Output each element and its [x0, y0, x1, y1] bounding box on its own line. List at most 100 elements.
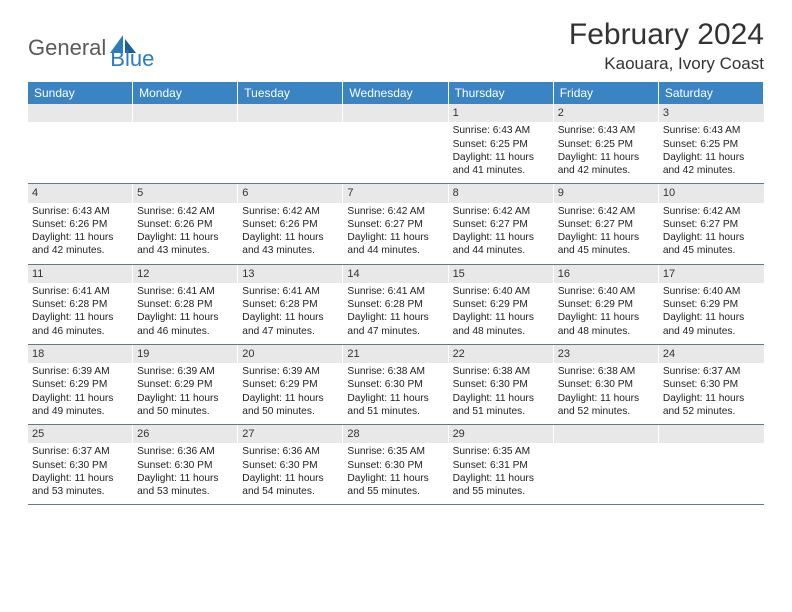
daylight-line: Daylight: 11 hours and 44 minutes.	[347, 231, 444, 258]
weekday-header: Friday	[554, 82, 659, 104]
sunrise-line: Sunrise: 6:43 AM	[558, 124, 655, 137]
sunset-line: Sunset: 6:30 PM	[137, 459, 234, 472]
calendar-day-cell: 21Sunrise: 6:38 AMSunset: 6:30 PMDayligh…	[343, 345, 448, 425]
sunrise-line: Sunrise: 6:40 AM	[558, 285, 655, 298]
day-number: 22	[449, 345, 554, 363]
sunset-line: Sunset: 6:29 PM	[32, 378, 129, 391]
sunrise-line: Sunrise: 6:39 AM	[242, 365, 339, 378]
daylight-line: Daylight: 11 hours and 51 minutes.	[347, 392, 444, 419]
calendar-day-cell: 9Sunrise: 6:42 AMSunset: 6:27 PMDaylight…	[554, 184, 659, 264]
calendar-day-cell: 5Sunrise: 6:42 AMSunset: 6:26 PMDaylight…	[133, 184, 238, 264]
day-number: 10	[659, 184, 764, 202]
day-number: 14	[343, 265, 448, 283]
sunset-line: Sunset: 6:28 PM	[32, 298, 129, 311]
day-number: 29	[449, 425, 554, 443]
sunrise-line: Sunrise: 6:43 AM	[32, 205, 129, 218]
calendar-day-cell: 29 Sunrise: 6:35 AMSunset: 6:31 PMDayligh…	[449, 425, 554, 505]
sunrise-line: Sunrise: 6:38 AM	[558, 365, 655, 378]
sunset-line: Sunset: 6:27 PM	[663, 218, 760, 231]
day-number-empty	[343, 104, 448, 122]
calendar-day-cell: 11Sunrise: 6:41 AMSunset: 6:28 PMDayligh…	[28, 265, 133, 345]
sunset-line: Sunset: 6:30 PM	[347, 378, 444, 391]
weekday-header: Saturday	[659, 82, 764, 104]
sunrise-line: Sunrise: 6:37 AM	[663, 365, 760, 378]
sunrise-line: Sunrise: 6:36 AM	[242, 445, 339, 458]
daylight-line: Daylight: 11 hours and 54 minutes.	[242, 472, 339, 499]
brand-part1: General	[28, 35, 106, 61]
calendar-day-cell: 1Sunrise: 6:43 AMSunset: 6:25 PMDaylight…	[449, 104, 554, 184]
calendar-day-cell: 25Sunrise: 6:37 AMSunset: 6:30 PMDayligh…	[28, 425, 133, 505]
daylight-line: Daylight: 11 hours and 55 minutes.	[453, 472, 550, 499]
sunset-line: Sunset: 6:30 PM	[663, 378, 760, 391]
sunrise-line: Sunrise: 6:41 AM	[32, 285, 129, 298]
calendar-empty-cell	[238, 104, 343, 184]
sunrise-line: Sunrise: 6:40 AM	[453, 285, 550, 298]
sunset-line: Sunset: 6:28 PM	[242, 298, 339, 311]
calendar-day-cell: 19Sunrise: 6:39 AMSunset: 6:29 PMDayligh…	[133, 345, 238, 425]
daylight-line: Daylight: 11 hours and 41 minutes.	[453, 151, 550, 178]
sunset-line: Sunset: 6:27 PM	[558, 218, 655, 231]
sunrise-line: Sunrise: 6:42 AM	[453, 205, 550, 218]
daylight-line: Daylight: 11 hours and 50 minutes.	[137, 392, 234, 419]
sunrise-line: Sunrise: 6:36 AM	[137, 445, 234, 458]
day-number: 9	[554, 184, 659, 202]
daylight-line: Daylight: 11 hours and 47 minutes.	[242, 311, 339, 338]
sunrise-line: Sunrise: 6:42 AM	[242, 205, 339, 218]
sunrise-line: Sunrise: 6:35 AM	[453, 445, 550, 458]
daylight-line: Daylight: 11 hours and 48 minutes.	[558, 311, 655, 338]
sunrise-line: Sunrise: 6:38 AM	[453, 365, 550, 378]
sunset-line: Sunset: 6:29 PM	[242, 378, 339, 391]
daylight-line: Daylight: 11 hours and 42 minutes.	[558, 151, 655, 178]
daylight-line: Daylight: 11 hours and 48 minutes.	[453, 311, 550, 338]
day-number: 21	[343, 345, 448, 363]
sunset-line: Sunset: 6:26 PM	[137, 218, 234, 231]
daylight-line: Daylight: 11 hours and 52 minutes.	[558, 392, 655, 419]
sunrise-line: Sunrise: 6:35 AM	[347, 445, 444, 458]
sunrise-line: Sunrise: 6:39 AM	[137, 365, 234, 378]
day-number: 7	[343, 184, 448, 202]
calendar-day-cell: 4Sunrise: 6:43 AMSunset: 6:26 PMDaylight…	[28, 184, 133, 264]
daylight-line: Daylight: 11 hours and 50 minutes.	[242, 392, 339, 419]
day-number-empty	[554, 425, 659, 443]
day-number: 17	[659, 265, 764, 283]
calendar-day-cell: 16Sunrise: 6:40 AMSunset: 6:29 PMDayligh…	[554, 265, 659, 345]
sunset-line: Sunset: 6:28 PM	[137, 298, 234, 311]
daylight-line: Daylight: 11 hours and 45 minutes.	[663, 231, 760, 258]
day-number: 25	[28, 425, 133, 443]
calendar-empty-cell	[28, 104, 133, 184]
daylight-line: Daylight: 11 hours and 46 minutes.	[32, 311, 129, 338]
day-number: 28	[343, 425, 448, 443]
daylight-line: Daylight: 11 hours and 52 minutes.	[663, 392, 760, 419]
day-number: 23	[554, 345, 659, 363]
calendar-grid: SundayMondayTuesdayWednesdayThursdayFrid…	[28, 82, 764, 505]
calendar-day-cell: 2Sunrise: 6:43 AMSunset: 6:25 PMDaylight…	[554, 104, 659, 184]
sunset-line: Sunset: 6:31 PM	[453, 459, 550, 472]
sunrise-line: Sunrise: 6:41 AM	[347, 285, 444, 298]
calendar-day-cell: 10Sunrise: 6:42 AMSunset: 6:27 PMDayligh…	[659, 184, 764, 264]
calendar-day-cell: 12Sunrise: 6:41 AMSunset: 6:28 PMDayligh…	[133, 265, 238, 345]
sunset-line: Sunset: 6:26 PM	[32, 218, 129, 231]
sunset-line: Sunset: 6:29 PM	[137, 378, 234, 391]
sunset-line: Sunset: 6:29 PM	[453, 298, 550, 311]
daylight-line: Daylight: 11 hours and 42 minutes.	[32, 231, 129, 258]
month-title: February 2024	[569, 18, 764, 52]
day-number: 6	[238, 184, 343, 202]
weekday-header: Sunday	[28, 82, 133, 104]
sunset-line: Sunset: 6:29 PM	[558, 298, 655, 311]
sunset-line: Sunset: 6:30 PM	[242, 459, 339, 472]
calendar-day-cell: 7Sunrise: 6:42 AMSunset: 6:27 PMDaylight…	[343, 184, 448, 264]
day-number-empty	[133, 104, 238, 122]
calendar-day-cell: 27Sunrise: 6:36 AMSunset: 6:30 PMDayligh…	[238, 425, 343, 505]
calendar-empty-cell	[133, 104, 238, 184]
daylight-line: Daylight: 11 hours and 53 minutes.	[137, 472, 234, 499]
calendar-day-cell: 13Sunrise: 6:41 AMSunset: 6:28 PMDayligh…	[238, 265, 343, 345]
daylight-line: Daylight: 11 hours and 49 minutes.	[32, 392, 129, 419]
calendar-day-cell: 15Sunrise: 6:40 AMSunset: 6:29 PMDayligh…	[449, 265, 554, 345]
day-number: 13	[238, 265, 343, 283]
sunset-line: Sunset: 6:27 PM	[453, 218, 550, 231]
day-number: 18	[28, 345, 133, 363]
sunset-line: Sunset: 6:30 PM	[347, 459, 444, 472]
daylight-line: Daylight: 11 hours and 53 minutes.	[32, 472, 129, 499]
calendar-day-cell: 20Sunrise: 6:39 AMSunset: 6:29 PMDayligh…	[238, 345, 343, 425]
sunset-line: Sunset: 6:26 PM	[242, 218, 339, 231]
